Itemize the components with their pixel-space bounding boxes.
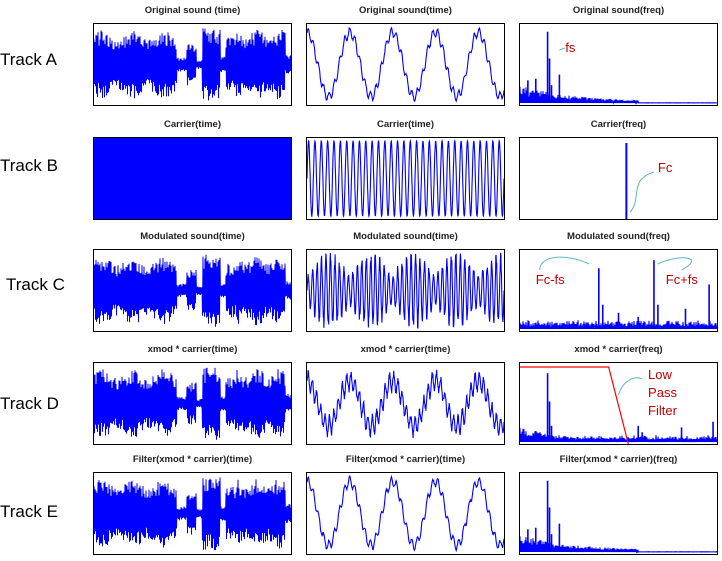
subplot-10: xmod * carrier(time) xyxy=(93,344,292,445)
subplot-frame xyxy=(306,362,505,445)
subplot-4: Carrier(time) xyxy=(93,119,292,220)
track-label-b: Track B xyxy=(0,156,58,175)
annotation-leader xyxy=(539,256,590,271)
subplot-14: Filter(xmod * carrier)(time) xyxy=(306,454,505,555)
subplot-9: Modulated sound(freq) Fc-fs Fc+fs xyxy=(519,231,718,332)
track-label-d: Track D xyxy=(0,394,59,413)
annotation-fc: Fc xyxy=(658,160,673,175)
subplot-8: Modulated sound(time) xyxy=(306,231,505,332)
signal-trace xyxy=(93,367,292,440)
subplot-12: xmod * carrier(freq) Low Pass Filter xyxy=(519,344,718,445)
signal-trace xyxy=(306,138,505,219)
subplot-title-carrier-time: Carrier(time) xyxy=(164,119,221,130)
subplot-title-xmod-carrier-time: xmod * carrier(time) xyxy=(148,344,238,355)
subplot-title-filter-xmod-carrier-time: Filter(xmod * carrier)(time) xyxy=(133,454,252,465)
signal-trace xyxy=(306,252,505,329)
track-label-e: Track E xyxy=(0,502,58,521)
subplot-frame xyxy=(306,23,505,106)
signal-trace xyxy=(93,254,292,327)
subplot-title-original-sound-freq: Original sound(freq) xyxy=(573,5,664,16)
subplot-title-modulated-sound-freq: Modulated sound(freq) xyxy=(567,231,670,242)
subplot-frame xyxy=(306,472,505,555)
subplot-title-carrier-freq: Carrier(freq) xyxy=(591,119,646,130)
subplot-frame xyxy=(519,472,718,555)
subplot-title-xmod-carrier-time: xmod * carrier(time) xyxy=(361,344,451,355)
subplot-title-carrier-time: Carrier(time) xyxy=(377,119,434,130)
annotation-fc-plus-fs: Fc+fs xyxy=(666,272,699,287)
subplot-frame xyxy=(519,137,718,220)
subplot-frame xyxy=(93,472,292,555)
annotation-fs: fs xyxy=(565,40,576,55)
subplot-title-filter-xmod-carrier-freq: Filter(xmod * carrier)(freq) xyxy=(560,454,678,465)
annotation-low: Low xyxy=(648,367,672,382)
subplot-frame xyxy=(519,249,718,332)
track-label-a: Track A xyxy=(0,50,57,69)
signal-trace xyxy=(306,369,505,439)
subplot-13: Filter(xmod * carrier)(time) xyxy=(93,454,292,555)
annotation-leader xyxy=(559,47,566,51)
subplot-title-filter-xmod-carrier-time: Filter(xmod * carrier)(time) xyxy=(346,454,465,465)
annotation-fc-minus-fs: Fc-fs xyxy=(536,272,565,287)
subplot-7: Modulated sound(time) xyxy=(93,231,292,332)
annotation-leader xyxy=(657,257,692,271)
spectrum-floor xyxy=(519,427,718,443)
subplot-3: Original sound(freq) fs xyxy=(519,5,718,106)
low-pass-filter-line xyxy=(520,366,629,445)
subplot-title-modulated-sound-time: Modulated sound(time) xyxy=(353,231,458,242)
subplot-frame xyxy=(93,249,292,332)
subplot-frame xyxy=(519,23,718,106)
subplot-frame xyxy=(306,137,505,220)
signal-trace xyxy=(306,26,505,103)
signal-trace xyxy=(93,28,292,101)
track-label-c: Track C xyxy=(6,275,65,294)
annotation-leader xyxy=(618,377,643,396)
subplot-15: Filter(xmod * carrier)(freq) xyxy=(519,454,718,555)
subplot-2: Original sound(time) xyxy=(306,5,505,106)
annotation-filter: Filter xyxy=(648,403,678,418)
spectrum-floor xyxy=(519,86,718,105)
subplot-frame xyxy=(93,362,292,445)
annotation-pass: Pass xyxy=(648,385,677,400)
subplot-frame xyxy=(306,249,505,332)
subplot-1: Original sound (time) xyxy=(93,5,292,106)
subplot-frame xyxy=(519,362,718,445)
spectrum-floor xyxy=(519,536,718,554)
subplot-title-original-sound-time: Original sound(time) xyxy=(359,5,452,16)
annotation-leader xyxy=(629,171,655,213)
subplot-title-xmod-carrier-freq: xmod * carrier(freq) xyxy=(574,344,662,355)
subplot-frame xyxy=(93,137,292,220)
carrier-fill xyxy=(94,138,291,219)
signal-trace xyxy=(93,477,292,551)
subplot-title-modulated-sound-time: Modulated sound(time) xyxy=(140,231,245,242)
signal-trace xyxy=(306,474,505,553)
subplot-5: Carrier(time) xyxy=(306,119,505,220)
subplot-title-original-sound-time: Original sound (time) xyxy=(145,5,241,16)
subplot-11: xmod * carrier(time) xyxy=(306,344,505,445)
subplot-6: Carrier(freq) Fc xyxy=(519,119,718,220)
subplot-frame xyxy=(93,23,292,106)
